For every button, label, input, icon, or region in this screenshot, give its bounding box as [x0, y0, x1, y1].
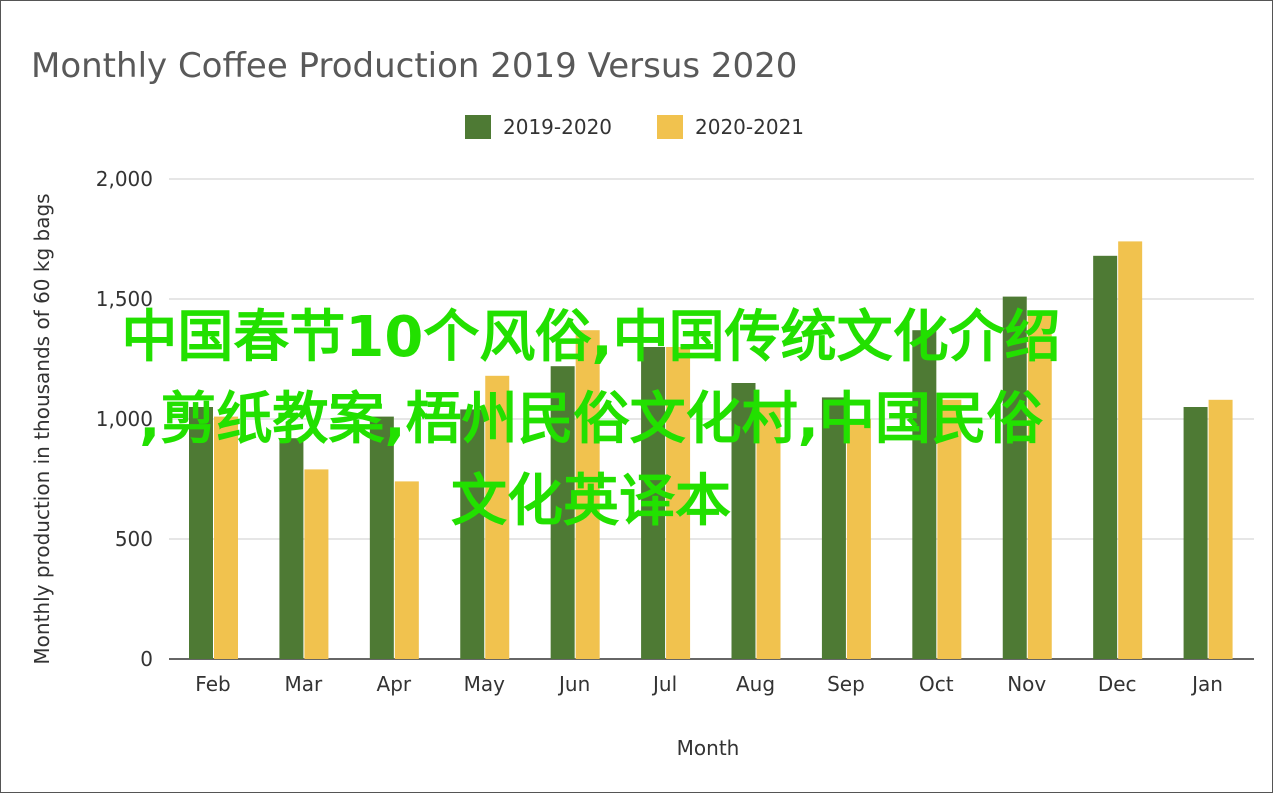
bar-2019-2020-Aug — [731, 383, 756, 659]
y-tick-label: 500 — [115, 527, 153, 551]
chart-title: Monthly Coffee Production 2019 Versus 20… — [31, 46, 797, 86]
y-tick-label: 2,000 — [96, 167, 153, 191]
bar-2020-2021-Oct — [937, 399, 962, 659]
bar-2019-2020-Mar — [279, 438, 304, 659]
x-tick-label: Apr — [377, 672, 412, 696]
bar-2019-2020-May — [460, 409, 485, 659]
x-tick-label: Nov — [1007, 672, 1046, 696]
x-tick-label: Oct — [919, 672, 954, 696]
y-tick-label: 1,500 — [96, 287, 153, 311]
x-tick-label: Dec — [1098, 672, 1137, 696]
bar-2019-2020-Jan — [1183, 407, 1208, 659]
y-tick-label: 1,000 — [96, 407, 153, 431]
bar-2019-2020-Nov — [1002, 296, 1027, 659]
x-axis-title: Month — [677, 736, 740, 760]
bar-2019-2020-Dec — [1093, 255, 1118, 660]
bar-2020-2021-Mar — [304, 469, 329, 659]
bar-2020-2021-Apr — [394, 481, 419, 659]
bar-2020-2021-Sep — [846, 419, 871, 659]
y-tick-label: 0 — [140, 647, 153, 671]
bar-2020-2021-Jun — [575, 330, 600, 659]
bar-2020-2021-Feb — [214, 416, 238, 659]
x-tick-label: Jul — [651, 672, 677, 696]
x-tick-label: Jun — [557, 672, 590, 696]
bar-2020-2021-Aug — [756, 407, 781, 659]
legend-swatch — [465, 115, 491, 139]
gridlines — [169, 178, 1254, 660]
legend-swatch — [657, 115, 683, 139]
bars — [189, 241, 1233, 660]
legend: 2019-2020 2020-2021 — [465, 115, 804, 139]
bar-2019-2020-Feb — [189, 407, 213, 659]
y-axis-title: Monthly production in thousands of 60 kg… — [30, 193, 54, 664]
x-axis-ticks: Feb Mar Apr May Jun Jul Aug Sep Oct Nov Dec Jan — [195, 672, 1223, 696]
x-tick-label: Feb — [195, 672, 230, 696]
bar-2019-2020-Jul — [641, 347, 666, 659]
y-axis-ticks: 0 500 1,000 1,500 2,000 — [96, 167, 153, 671]
bar-2019-2020-Sep — [821, 397, 846, 659]
x-tick-label: May — [464, 672, 506, 696]
bar-2020-2021-Jul — [666, 347, 691, 659]
bar-2020-2021-Nov — [1027, 311, 1052, 659]
bar-2020-2021-Dec — [1118, 241, 1143, 659]
x-tick-label: Sep — [827, 672, 865, 696]
x-tick-label: Aug — [736, 672, 775, 696]
legend-label: 2019-2020 — [503, 115, 612, 139]
x-tick-label: Mar — [285, 672, 324, 696]
bar-2020-2021-May — [485, 375, 510, 659]
x-tick-label: Jan — [1190, 672, 1223, 696]
bar-2020-2021-Jan — [1208, 399, 1233, 659]
bar-2019-2020-Jun — [550, 366, 575, 659]
legend-label: 2020-2021 — [695, 115, 804, 139]
bar-2019-2020-Apr — [369, 416, 394, 659]
bar-2019-2020-Oct — [912, 330, 937, 659]
